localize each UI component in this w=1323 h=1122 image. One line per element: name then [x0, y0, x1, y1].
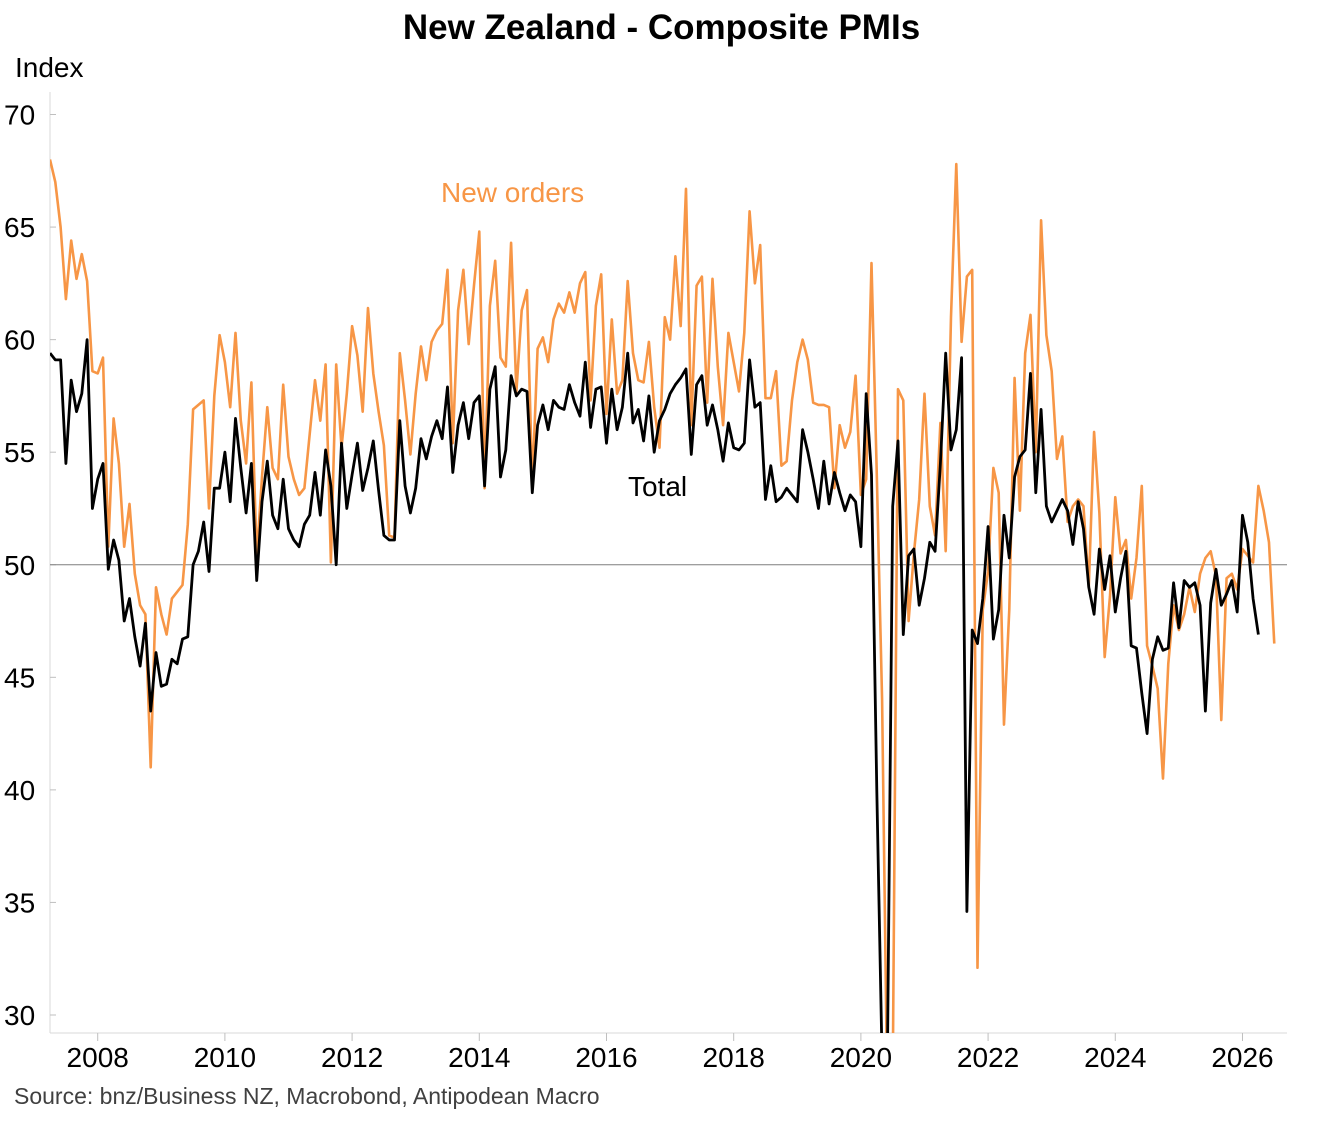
y-tick-label: 50 [4, 550, 35, 581]
x-tick-label: 2018 [703, 1042, 765, 1073]
y-tick-label: 55 [4, 437, 35, 468]
x-tick-label: 2016 [575, 1042, 637, 1073]
y-tick-label: 35 [4, 887, 35, 918]
axes: 30 35 40 45 50 55 60 65 70 2008 2010 2012 2014 2016 20… [4, 92, 1287, 1073]
y-tick-label: 45 [4, 662, 35, 693]
annotations: New orders Total [441, 177, 687, 502]
x-tick-label: 2020 [830, 1042, 892, 1073]
x-tick-label: 2024 [1084, 1042, 1146, 1073]
y-tick-label: 70 [4, 100, 35, 131]
y-axis-label: Index [15, 52, 84, 83]
annotation-new-orders: New orders [441, 177, 584, 208]
x-tick-label: 2010 [194, 1042, 256, 1073]
series-layer [50, 159, 1276, 1033]
y-tick-label: 30 [4, 1000, 35, 1031]
y-tick-label: 65 [4, 212, 35, 243]
x-tick-label: 2012 [321, 1042, 383, 1073]
source-note: Source: bnz/Business NZ, Macrobond, Anti… [14, 1083, 600, 1109]
y-tick-label: 60 [4, 325, 35, 356]
x-tick-label: 2022 [957, 1042, 1019, 1073]
annotation-total: Total [628, 471, 687, 502]
series-line-total [50, 338, 1260, 1033]
x-tick-label: 2014 [448, 1042, 510, 1073]
x-tick-label: 2026 [1211, 1042, 1273, 1073]
y-tick-label: 40 [4, 775, 35, 806]
x-tick-label: 2008 [67, 1042, 129, 1073]
series-line-new-orders [50, 159, 1276, 1033]
chart-title: New Zealand - Composite PMIs [402, 8, 921, 47]
